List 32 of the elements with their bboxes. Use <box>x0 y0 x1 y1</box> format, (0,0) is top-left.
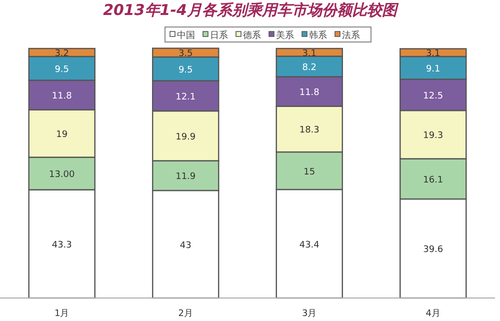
chart-title: 2013年1-4月各系别乘用车市场份额比较图 <box>103 1 399 19</box>
legend-label: 德系 <box>243 30 261 41</box>
data-label: 39.6 <box>423 245 444 255</box>
x-tick-label: 4月 <box>426 309 440 319</box>
data-label: 43.4 <box>299 240 320 250</box>
data-label: 43 <box>180 240 192 251</box>
data-label: 15 <box>304 167 316 178</box>
data-label: 3.5 <box>178 49 193 60</box>
data-label: 19 <box>56 130 68 140</box>
data-label: 8.2 <box>302 63 317 73</box>
x-tick-label: 3月 <box>302 309 317 319</box>
data-label: 12.1 <box>176 92 196 102</box>
x-tick-label: 1月 <box>54 309 70 319</box>
legend-label: 美系 <box>276 30 294 41</box>
data-label: 16.1 <box>423 175 444 186</box>
data-label: 43.3 <box>52 240 72 250</box>
x-tick-label: 2月 <box>178 309 193 319</box>
data-label: 9.5 <box>178 65 193 76</box>
data-label: 9.1 <box>426 64 440 74</box>
data-label: 12.5 <box>423 91 444 102</box>
data-label: 19.9 <box>176 132 196 142</box>
data-label: 19.3 <box>423 131 444 142</box>
data-label: 9.5 <box>54 64 70 75</box>
data-label: 11.8 <box>52 92 72 102</box>
data-label: 11.9 <box>176 172 196 182</box>
legend-label: 法系 <box>342 30 360 41</box>
data-label: 18.3 <box>299 126 320 136</box>
legend-label: 韩系 <box>309 30 327 41</box>
legend-label: 中国 <box>177 30 195 41</box>
data-label: 13.00 <box>48 170 76 180</box>
legend-label: 日系 <box>210 30 228 41</box>
data-label: 11.8 <box>299 88 320 98</box>
